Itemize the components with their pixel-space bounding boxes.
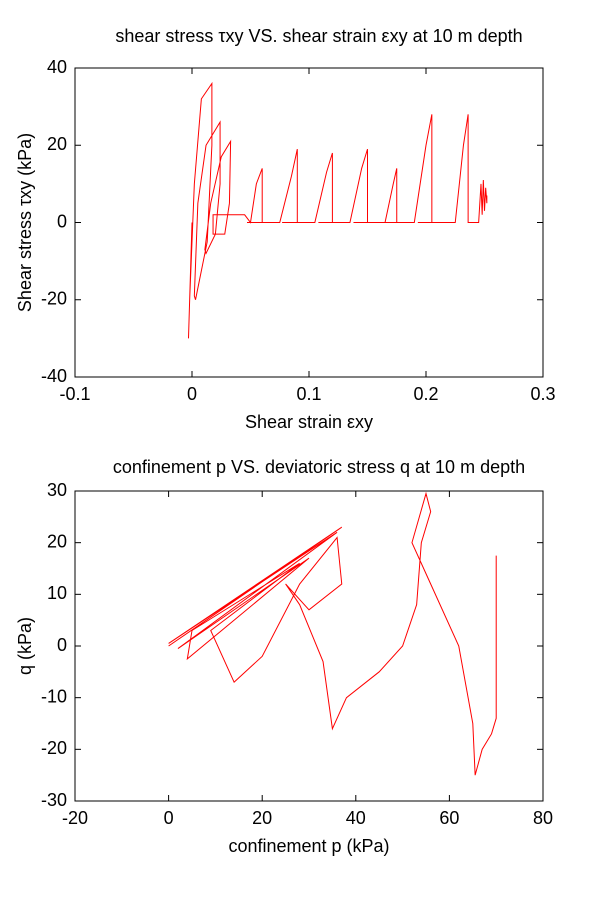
x-tick-label: 40 (346, 808, 366, 828)
y-tick-label: 20 (47, 134, 67, 154)
y-tick-label: 0 (57, 211, 67, 231)
y-tick-label: 40 (47, 57, 67, 77)
y-tick-label: 30 (47, 480, 67, 500)
x-tick-label: 0.1 (296, 384, 321, 404)
y-tick-label: 10 (47, 583, 67, 603)
x-axis-label: Shear strain εxy (245, 412, 373, 432)
chart-title: shear stress τxy VS. shear strain εxy at… (115, 26, 522, 46)
x-tick-label: 60 (439, 808, 459, 828)
x-tick-label: 80 (533, 808, 553, 828)
x-tick-label: 0.2 (413, 384, 438, 404)
x-axis-label: confinement p (kPa) (228, 836, 389, 856)
x-tick-label: -0.1 (59, 384, 90, 404)
y-tick-label: -20 (41, 289, 67, 309)
y-axis-label: Shear stress τxy (kPa) (15, 133, 35, 312)
plot-area (74, 490, 544, 802)
y-tick-label: 0 (57, 635, 67, 655)
y-tick-label: -20 (41, 738, 67, 758)
data-line (187, 81, 488, 339)
y-tick-label: -30 (41, 790, 67, 810)
x-tick-label: 20 (252, 808, 272, 828)
y-tick-label: -40 (41, 366, 67, 386)
y-tick-label: -10 (41, 686, 67, 706)
chart-title: confinement p VS. deviatoric stress q at… (113, 457, 525, 477)
y-axis-label: q (kPa) (15, 617, 35, 675)
x-tick-label: 0 (187, 384, 197, 404)
data-line (168, 491, 497, 776)
x-tick-label: 0 (164, 808, 174, 828)
y-tick-label: 20 (47, 531, 67, 551)
x-tick-label: -20 (62, 808, 88, 828)
x-tick-label: 0.3 (530, 384, 555, 404)
